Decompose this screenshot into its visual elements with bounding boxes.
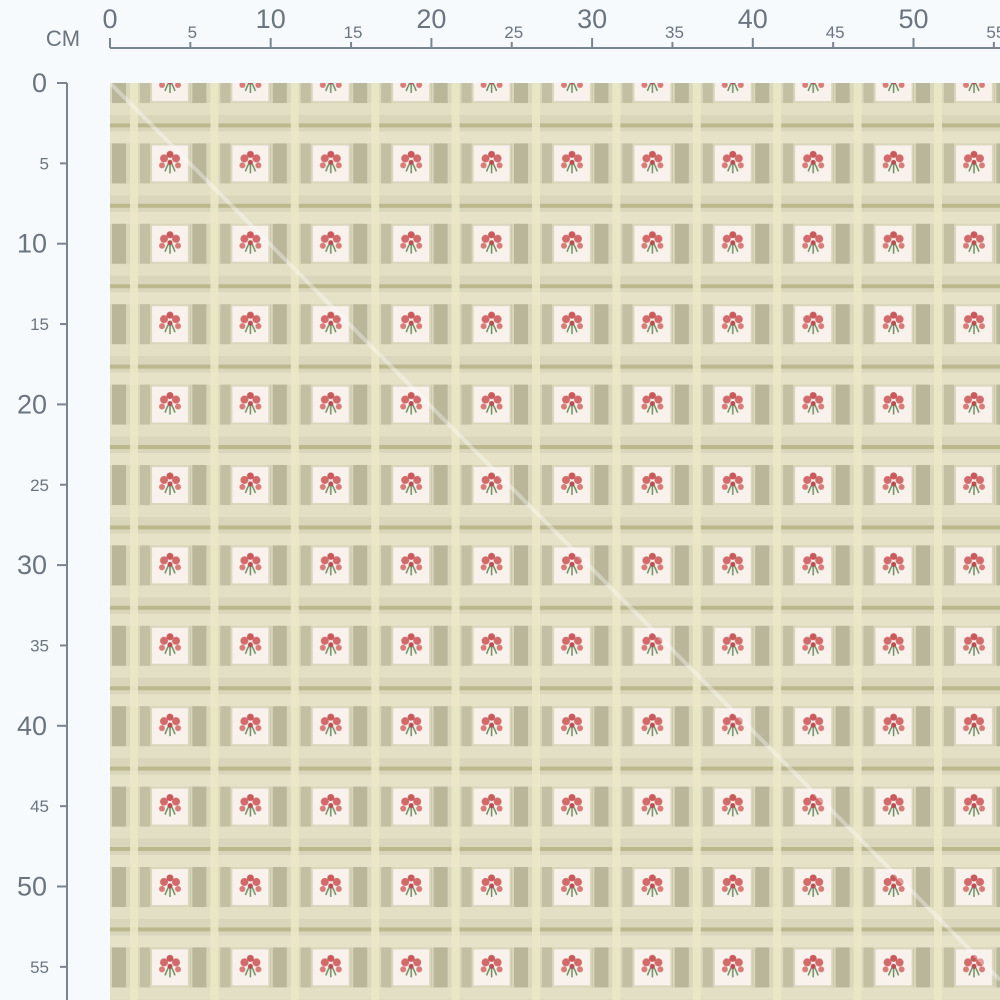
ruler-unit: CM (46, 26, 80, 51)
left-ruler-label: 15 (30, 315, 49, 334)
left-ruler-label: 45 (30, 797, 49, 816)
top-ruler-label: 25 (504, 23, 523, 42)
left-ruler-label: 20 (17, 389, 47, 419)
top-ruler-label: 20 (416, 4, 446, 34)
left-ruler-label: 30 (17, 550, 47, 580)
rulers: 0 5 10 15 20 25 30 35 40 45 50 55 0 5 10 15 20 25 30 35 40 45… (17, 4, 1000, 977)
left-ruler-label: 5 (40, 154, 49, 173)
top-ruler-label: 55 (986, 23, 1000, 42)
top-ruler-label: 10 (256, 4, 286, 34)
top-ruler-label: 5 (188, 23, 197, 42)
top-ruler-label: 40 (738, 4, 768, 34)
left-ruler-label: 10 (17, 229, 47, 259)
left-ruler-label: 55 (30, 958, 49, 977)
top-ruler-label: 35 (665, 23, 684, 42)
top-ruler-label: 30 (577, 4, 607, 34)
fabric-swatch (110, 83, 1000, 1000)
left-ruler-label: 35 (30, 636, 49, 655)
top-ruler-label: 0 (102, 4, 117, 34)
left-ruler-label: 40 (17, 711, 47, 741)
left-ruler-label: 25 (30, 476, 49, 495)
top-ruler-label: 15 (344, 23, 363, 42)
left-ruler-label: 0 (32, 68, 47, 98)
glare (108, 81, 1000, 982)
left-ruler-label: 50 (17, 872, 47, 902)
top-ruler-label: 50 (898, 4, 928, 34)
top-ruler-label: 45 (826, 23, 845, 42)
